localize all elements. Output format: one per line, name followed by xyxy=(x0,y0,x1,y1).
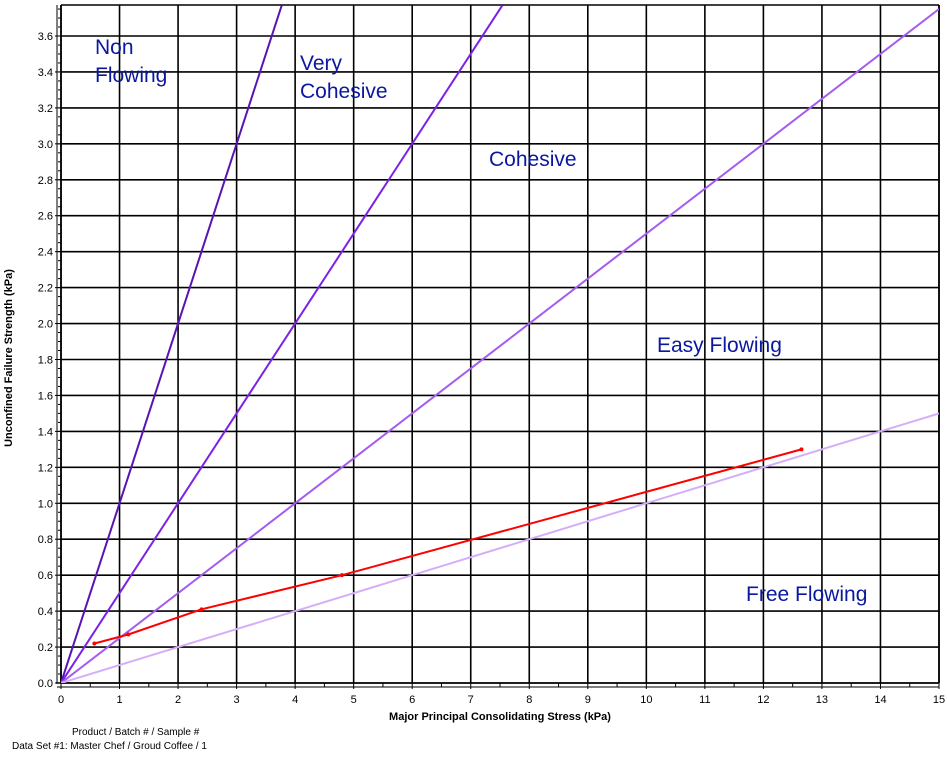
data-point-marker xyxy=(199,607,204,612)
x-tick-label: 5 xyxy=(351,694,357,706)
y-tick-label: 2.4 xyxy=(38,247,53,259)
y-tick-label: 0.4 xyxy=(38,606,53,618)
y-tick-label: 2.8 xyxy=(38,175,53,187)
x-tick-label: 6 xyxy=(409,694,415,706)
x-axis-title: Major Principal Consolidating Stress (kP… xyxy=(389,711,611,723)
data-point-marker xyxy=(92,641,97,646)
y-tick-label: 0.0 xyxy=(38,678,53,690)
y-tick-label: 1.0 xyxy=(38,498,53,510)
x-tick-label: 1 xyxy=(116,694,122,706)
data-point-marker xyxy=(799,447,804,452)
axes xyxy=(55,4,940,689)
y-tick-label: 1.2 xyxy=(38,462,53,474)
region-label-very-cohesive-2: Cohesive xyxy=(300,80,388,103)
y-tick-label: 0.8 xyxy=(38,534,53,546)
x-tick-label: 4 xyxy=(292,694,298,706)
region-label-free-flowing: Free Flowing xyxy=(746,583,867,606)
y-tick-label: 1.8 xyxy=(38,355,53,367)
grid-lines xyxy=(60,5,940,684)
series-line xyxy=(94,448,802,645)
region-label-cohesive: Cohesive xyxy=(489,148,577,171)
series-line xyxy=(61,5,504,683)
y-tick-label: 2.6 xyxy=(38,211,53,223)
y-tick-label: 1.6 xyxy=(38,390,53,402)
y-tick-label: 2.0 xyxy=(38,319,53,331)
y-tick-label: 0.6 xyxy=(38,570,53,582)
x-tick-label: 7 xyxy=(468,694,474,706)
region-label-easy-flowing: Easy Flowing xyxy=(657,334,782,357)
series-line xyxy=(61,412,939,683)
series-line xyxy=(61,8,939,683)
x-tick-label: 8 xyxy=(526,694,532,706)
footer-dataset: Data Set #1: Master Chef / Groud Coffee … xyxy=(12,741,207,752)
y-axis-title: Unconfined Failure Strength (kPa) xyxy=(3,269,15,447)
x-tick-label: 9 xyxy=(585,694,591,706)
series-line xyxy=(61,5,283,683)
x-tick-label: 12 xyxy=(757,694,769,706)
x-tick-label: 14 xyxy=(874,694,886,706)
series-lines xyxy=(61,5,939,683)
y-tick-label: 3.4 xyxy=(38,67,53,79)
y-tick-label: 1.4 xyxy=(38,426,53,438)
y-tick-label: 0.2 xyxy=(38,642,53,654)
region-label-non-flowing-2: Flowing xyxy=(95,64,167,87)
minor-ticks xyxy=(58,8,911,687)
x-tick-label: 11 xyxy=(699,694,710,706)
x-tick-label: 3 xyxy=(234,694,240,706)
data-point-marker xyxy=(339,573,344,578)
x-tick-label: 0 xyxy=(58,694,64,706)
y-tick-label: 3.6 xyxy=(38,31,53,43)
x-tick-label: 2 xyxy=(175,694,181,706)
y-tick-label: 3.2 xyxy=(38,103,53,115)
x-tick-label: 15 xyxy=(933,694,945,706)
region-label-non-flowing-1: Non xyxy=(95,36,134,59)
region-label-very-cohesive-1: Very xyxy=(300,52,343,75)
x-tick-labels: 0 1 2 3 4 5 6 7 8 9 10 11 12 13 14 15 xyxy=(58,694,945,706)
y-tick-labels: 0.0 0.2 0.4 0.6 0.8 1.0 1.2 1.4 1.6 1.8 2.0 2.2 2.4 2… xyxy=(38,31,53,690)
x-tick-label: 13 xyxy=(816,694,828,706)
y-tick-label: 3.0 xyxy=(38,139,53,151)
footer-header: Product / Batch # / Sample # xyxy=(72,727,200,738)
data-point-marker xyxy=(126,632,131,637)
x-tick-label: 10 xyxy=(640,694,652,706)
y-tick-label: 2.2 xyxy=(38,283,53,295)
